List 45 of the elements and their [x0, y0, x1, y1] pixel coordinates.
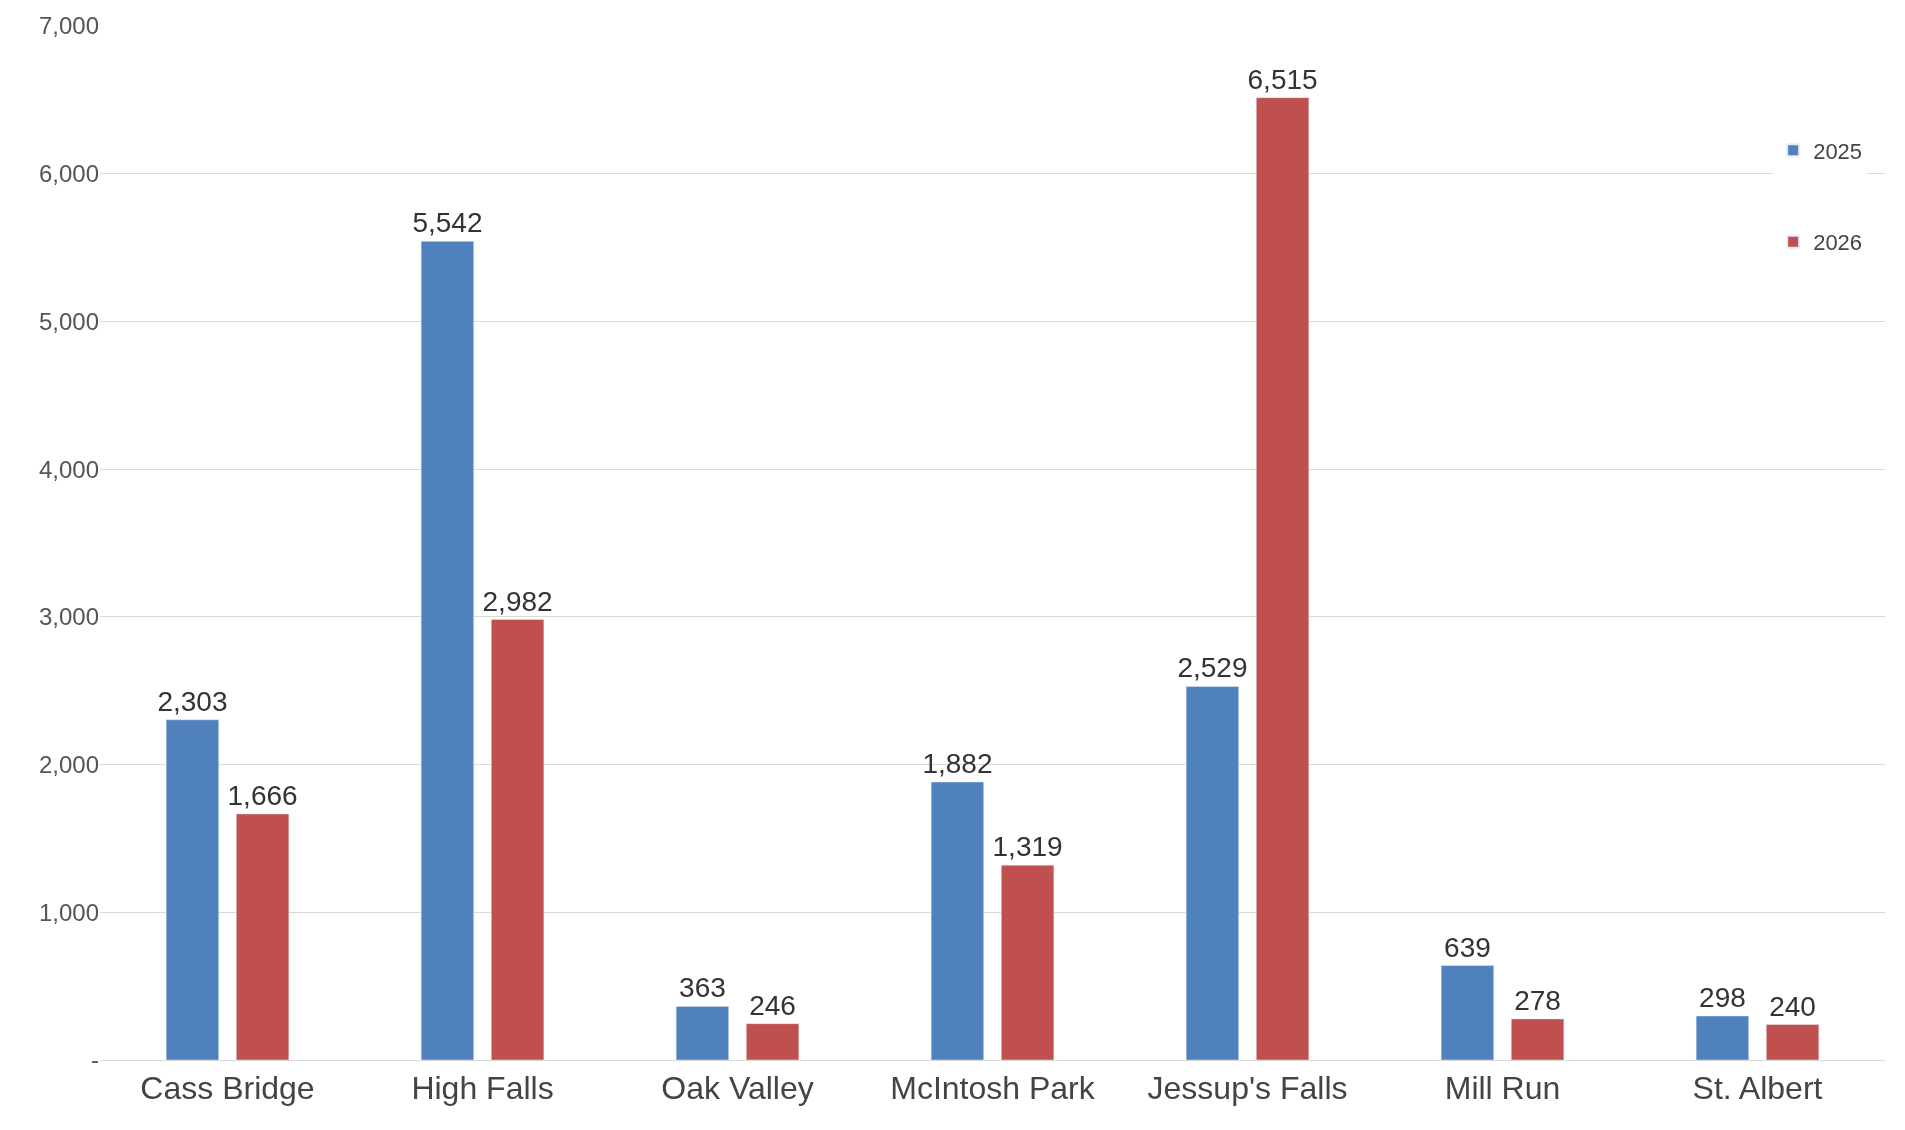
- data-label: 6,515: [1247, 63, 1318, 95]
- bar: [1511, 1018, 1565, 1060]
- data-label: 278: [1514, 984, 1561, 1016]
- bar: [1440, 965, 1494, 1060]
- x-tick-label: Cass Bridge: [140, 1070, 315, 1107]
- bar: [1001, 864, 1055, 1060]
- bar: [236, 813, 290, 1060]
- bar: [420, 241, 474, 1060]
- bar: [1256, 97, 1310, 1060]
- y-tick-label: 6,000: [38, 160, 99, 188]
- data-label: 298: [1699, 981, 1746, 1013]
- bar: [930, 781, 984, 1060]
- x-tick-label: Jessup's Falls: [1147, 1070, 1348, 1107]
- data-label: 639: [1444, 931, 1491, 963]
- bar: [675, 1006, 729, 1060]
- y-tick-label: -: [91, 1046, 99, 1074]
- bar: [746, 1023, 800, 1060]
- data-label: 5,542: [412, 207, 483, 239]
- x-tick-label: Mill Run: [1444, 1070, 1561, 1107]
- data-label: 1,319: [992, 831, 1063, 863]
- data-label: 2,529: [1177, 652, 1248, 684]
- data-label: 1,666: [227, 779, 298, 811]
- bar: [1695, 1015, 1749, 1060]
- y-tick-label: 4,000: [38, 455, 99, 483]
- legend-label: 2026: [1813, 230, 1863, 256]
- data-label: 2,982: [482, 585, 553, 617]
- data-label: 2,303: [157, 685, 228, 717]
- y-tick-label: 3,000: [38, 603, 99, 631]
- x-tick-label: High Falls: [411, 1070, 554, 1107]
- data-label: 1,882: [922, 748, 993, 779]
- y-tick-label: 7,000: [38, 12, 99, 40]
- data-label: 363: [679, 972, 726, 1004]
- bar: [491, 619, 545, 1060]
- x-tick-label: Oak Valley: [661, 1070, 814, 1107]
- data-label: 240: [1769, 990, 1816, 1022]
- y-tick-label: 2,000: [38, 750, 99, 778]
- legend-label: 2025: [1813, 138, 1863, 164]
- x-tick-label: St. Albert: [1692, 1070, 1823, 1107]
- bar: [165, 719, 219, 1060]
- y-tick-label: 1,000: [38, 898, 99, 926]
- bar: [1766, 1024, 1820, 1060]
- bar: [1185, 686, 1239, 1060]
- data-label: 246: [749, 989, 796, 1021]
- y-tick-label: 5,000: [38, 307, 99, 335]
- x-tick-label: McIntosh Park: [890, 1070, 1096, 1107]
